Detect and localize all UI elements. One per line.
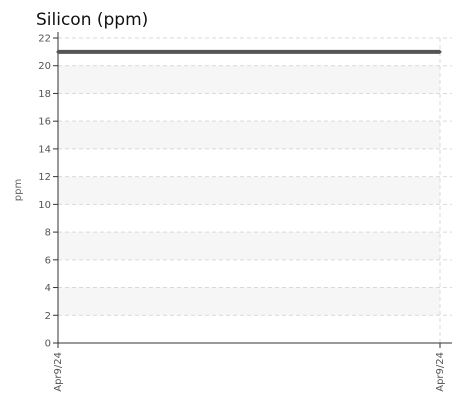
y-tick-label: 20 [38,61,51,72]
plot-bands [58,65,440,316]
plot-band [58,176,440,205]
y-tick-label: 12 [38,172,51,183]
y-tick-label: 22 [38,34,51,45]
y-tick-label: 2 [45,311,51,322]
y-ticks: 0 2 4 6 8 10 12 14 16 18 20 22 [38,34,58,350]
chart-title: Silicon (ppm) [36,10,148,30]
grid-lines [57,37,452,343]
y-tick-label: 10 [38,200,51,211]
plot-band [58,232,440,260]
y-axis-label: ppm [13,179,24,201]
series-group [56,49,442,54]
y-tick-label: 4 [45,283,51,294]
axes [53,32,452,344]
data-point [438,50,442,54]
y-tick-label: 6 [45,255,51,266]
x-ticks: Apr9/24 Apr9/24 [53,343,446,392]
data-point [56,50,60,54]
y-tick-label: 16 [38,117,51,128]
plot-band [58,65,440,94]
y-tick-label: 8 [45,228,51,239]
plot-band [58,287,440,316]
y-tick-label: 14 [38,144,51,155]
x-tick-label: Apr9/24 [435,352,446,392]
y-tick-label: 18 [38,89,51,100]
plot-band [58,121,440,149]
y-tick-label: 0 [45,339,51,350]
x-tick-label: Apr9/24 [53,352,64,392]
